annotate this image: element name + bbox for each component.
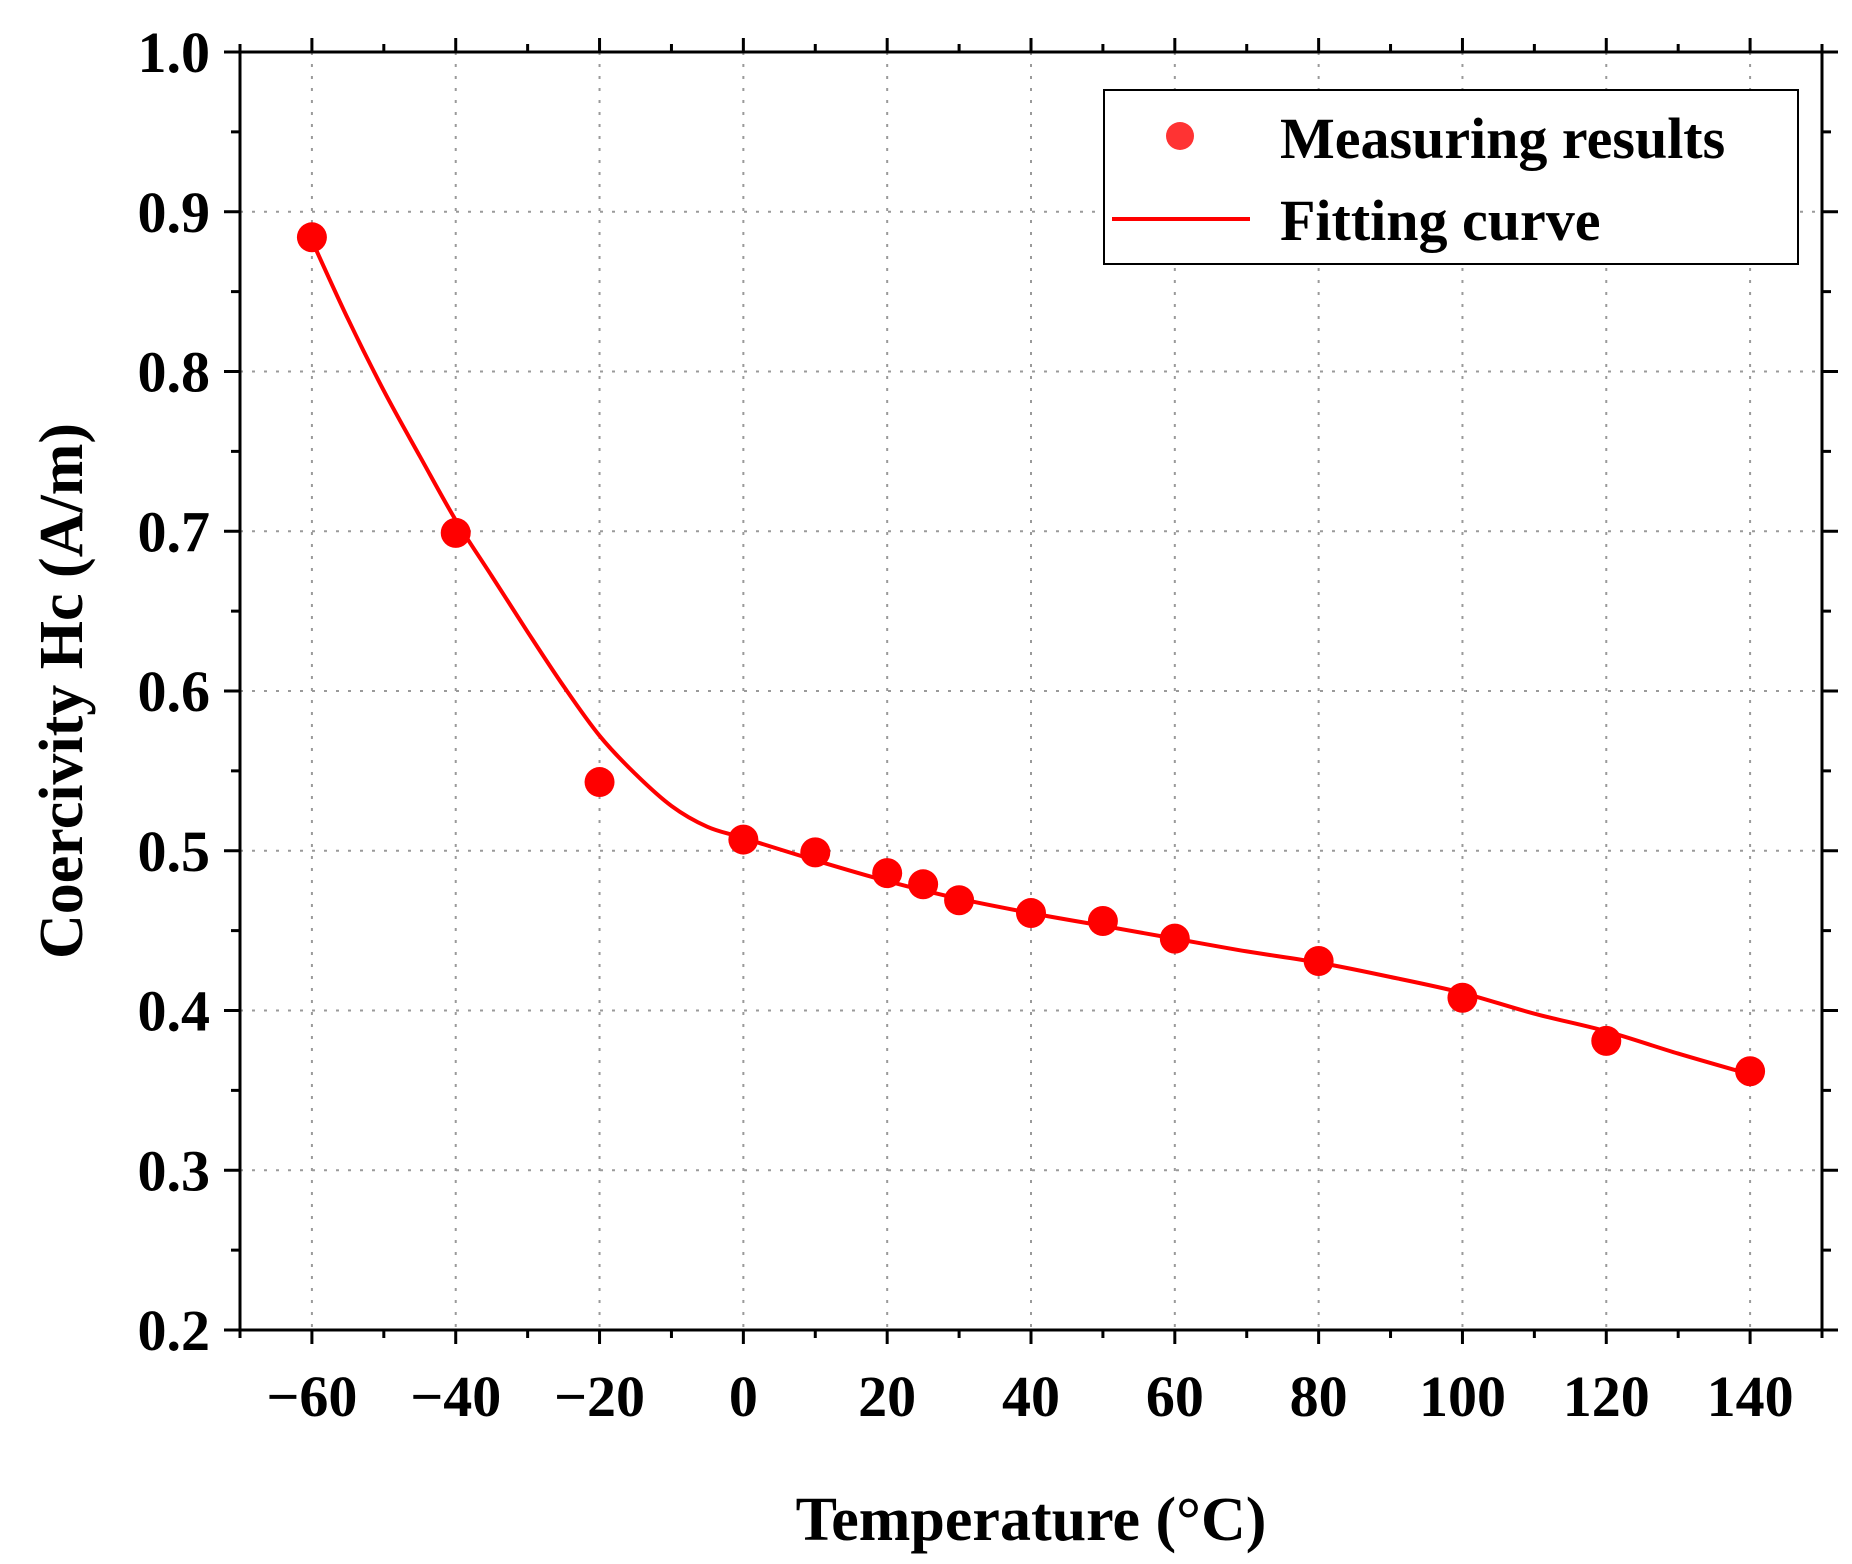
x-tick-label: 40 bbox=[1002, 1364, 1060, 1429]
data-point bbox=[728, 824, 759, 855]
legend-marker-measuring bbox=[1166, 122, 1194, 150]
x-tick-label: −40 bbox=[410, 1364, 501, 1429]
x-axis-title: Temperature (°C) bbox=[796, 1486, 1267, 1554]
data-point bbox=[1447, 982, 1478, 1013]
data-points bbox=[296, 222, 1766, 1087]
y-tick-label: 0.8 bbox=[138, 340, 211, 405]
x-tick-label: 60 bbox=[1146, 1364, 1204, 1429]
data-point bbox=[1159, 923, 1190, 954]
x-tick-label: −20 bbox=[554, 1364, 645, 1429]
y-tick-label: 0.5 bbox=[138, 819, 211, 884]
data-point bbox=[1303, 945, 1334, 976]
ticks-layer bbox=[224, 38, 1838, 1344]
y-tick-label: 0.2 bbox=[138, 1298, 211, 1363]
x-tick-label: 80 bbox=[1290, 1364, 1348, 1429]
y-tick-label: 0.6 bbox=[138, 659, 211, 724]
y-tick-label: 0.7 bbox=[138, 499, 211, 564]
legend-label-fitting: Fitting curve bbox=[1280, 188, 1601, 253]
x-tick-label: −60 bbox=[266, 1364, 357, 1429]
y-tick-label: 1.0 bbox=[138, 20, 211, 85]
legend-box bbox=[1103, 89, 1799, 265]
x-tick-label: 140 bbox=[1707, 1364, 1794, 1429]
y-axis-title: Coercivity Hc (A/m) bbox=[28, 423, 96, 959]
x-tick-label: 0 bbox=[729, 1364, 758, 1429]
legend-label-measuring: Measuring results bbox=[1280, 106, 1725, 171]
data-point bbox=[440, 517, 471, 548]
data-point bbox=[944, 885, 975, 916]
y-tick-label: 0.3 bbox=[138, 1138, 211, 1203]
data-point bbox=[908, 869, 939, 900]
x-tick-label: 20 bbox=[858, 1364, 916, 1429]
x-tick-labels: −60 −40 −20 0 20 40 60 80 100 120 140 bbox=[266, 1364, 1793, 1429]
data-point bbox=[1087, 906, 1118, 937]
y-tick-labels: 0.2 0.3 0.4 0.5 0.6 0.7 0.8 0.9 1.0 bbox=[138, 20, 211, 1363]
grid-layer bbox=[240, 52, 1822, 1330]
data-point bbox=[1735, 1056, 1766, 1087]
x-tick-label: 100 bbox=[1419, 1364, 1506, 1429]
x-tick-label: 120 bbox=[1563, 1364, 1650, 1429]
legend: Measuring results Fitting curve bbox=[1103, 89, 1799, 265]
data-point bbox=[584, 767, 615, 798]
data-point bbox=[1591, 1025, 1622, 1056]
data-point bbox=[872, 858, 903, 889]
data-point bbox=[296, 222, 327, 253]
data-point bbox=[800, 837, 831, 868]
y-tick-label: 0.4 bbox=[138, 979, 211, 1044]
y-tick-label: 0.9 bbox=[138, 180, 211, 245]
data-point bbox=[1016, 898, 1046, 929]
